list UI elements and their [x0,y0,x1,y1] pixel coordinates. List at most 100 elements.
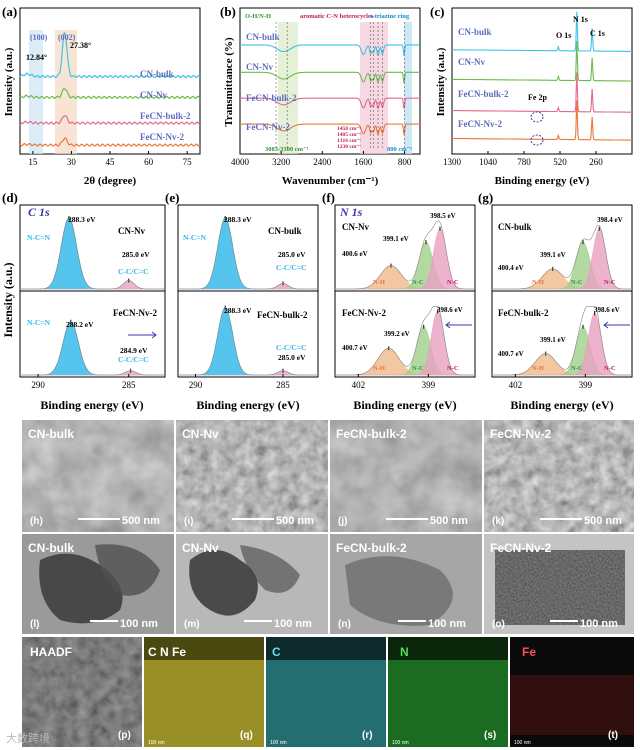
peak-value: 284.9 eV [120,346,148,355]
legend-cn-bulk: CN-bulk [140,69,174,79]
x-ticks: 402 399 [352,374,436,390]
sample-label: CN-bulk [268,226,302,236]
assignment-label: C-C/C=C [276,343,307,352]
panel-e: (e) 288.3 eV 285.0 eV N-C=N C-C/C=C CN-b… [165,190,319,412]
peak-value: 398.6 eV [594,306,620,314]
core-label: C 1s [28,205,50,219]
peak-value: 398.6 eV [437,306,463,314]
x-tick-label: 285 [122,380,136,390]
xps-intensity-label: Intensity (a.u.) [1,262,15,337]
xps-top-peaks [20,216,165,290]
assignment-label: N-H [532,279,544,286]
assignment-label: C-C/C=C [118,355,149,364]
highlight-band-oh [278,22,298,154]
tem-particle [95,544,160,596]
panel-letter: (g) [478,190,493,205]
xps-top-peaks [492,224,632,290]
panel-letter: (e) [165,190,179,205]
highlight-band-triazine [404,22,412,154]
image-letter: (n) [338,619,351,630]
xps-survey-line [452,100,632,141]
image-label: FeCN-Nv-2 [490,541,552,555]
map-texture [22,637,142,747]
y-axis-label: Intensity (a.u.) [435,47,447,116]
xrd-line [19,137,201,147]
map-signal [266,660,386,747]
image-letter: (h) [30,516,43,527]
fe-marker-2 [530,134,544,146]
x-ticks: 290 285 [31,374,136,390]
xrd-line [19,31,201,79]
eds-row: HAADF C N Fe C N Fe (p) (q) (r) (s) (t) … [6,637,634,747]
highlight-band [29,30,43,154]
sem-texture [330,420,482,532]
band-note-1230: 1230 cm⁻¹ [337,144,361,150]
panel-letter: (f) [322,190,335,205]
peak-label-o1s: O 1s [556,31,571,40]
scale-label: 100 nm [120,618,158,630]
image-label: CN-bulk [28,427,74,441]
shift-arrow [128,331,157,339]
panel-a: (a) (100) (002) 12.84° 27.38° CN-bulk CN… [2,4,201,187]
shift-arrow [445,321,472,329]
sem-texture [22,420,174,532]
y-axis-label: Intensity (a.u.) [3,47,15,116]
peak-value: 400.7 eV [498,350,524,358]
panel-f: (f) N 1s CN-Nv 400.6 eV 399.1 eV 398.5 e… [322,190,476,412]
y-axis-label: Transmittance (%) [223,37,235,127]
peak-label-n1s: N 1s [573,15,588,24]
ftir-line [240,44,420,57]
map-signal [144,660,264,747]
peak-value: 399.2 eV [384,330,410,338]
angle-label-1: 12.84° [26,53,47,62]
x-ticks: 290 285 [189,374,290,390]
xps-survey-series [452,11,632,141]
image-letter: (r) [362,730,373,741]
peak-label-c1s: C 1s [590,29,605,38]
band-note-1405: 1405 cm⁻¹ [337,132,361,138]
scale-label: 100 nm [580,618,618,630]
xps-bottom-peaks [178,305,318,376]
image-letter: (j) [338,516,347,527]
legend-fecn-bulk-2: FeCN-bulk-2 [140,111,191,121]
x-axis-label: Binding energy (eV) [495,175,590,187]
assignment-label: N-C=N [183,233,207,242]
x-tick-label: 60 [144,157,154,167]
panel-letter: (d) [2,190,18,205]
image-letter: (k) [492,516,504,527]
xps-envelope [178,307,318,376]
xps-bottom-peaks [20,319,165,376]
xps-envelope [178,217,318,290]
peak-value: 398.4 eV [597,216,623,224]
assignment-label: N-C [604,365,616,372]
x-tick-label: 45 [106,157,116,167]
image-letter: (o) [492,619,505,630]
xps-survey-line [452,72,632,113]
assignment-label: N-C [571,365,583,372]
xrd-line [19,88,201,99]
scale-label: 100 nm [270,740,287,746]
scale-label: 100 nm [392,740,409,746]
scale-label: 100 nm [514,740,531,746]
sem-texture [176,420,328,532]
map-image [266,637,386,747]
xps-survey-line [452,11,632,52]
x-tick-label: 260 [589,157,603,167]
panel-g: (g) CN-bulk 400.4 eV 399.1 eV 398.4 eV N… [478,190,633,412]
legend-fecn-bulk-2: FeCN-bulk-2 [458,89,509,99]
xps-envelope [20,217,165,290]
peak-label-fe2p: Fe 2p [528,93,547,102]
assignment-label: C-C/C=C [118,267,149,276]
image-label: CN-bulk [28,541,74,555]
tem-particle [240,545,300,593]
map-label: C N Fe [148,645,186,659]
peak-value: 285.0 eV [122,250,150,259]
tem-particle [345,556,453,626]
x-tick-label: 15 [28,157,38,167]
legend-cn-bulk: CN-bulk [458,27,492,37]
peak-value: 399.1 eV [540,336,566,344]
peak-label-002: (002) [58,33,76,42]
x-axis-label: Binding energy (eV) [353,398,456,412]
legend-cn-bulk: CN-bulk [246,32,280,42]
x-tick-label: 285 [276,380,290,390]
